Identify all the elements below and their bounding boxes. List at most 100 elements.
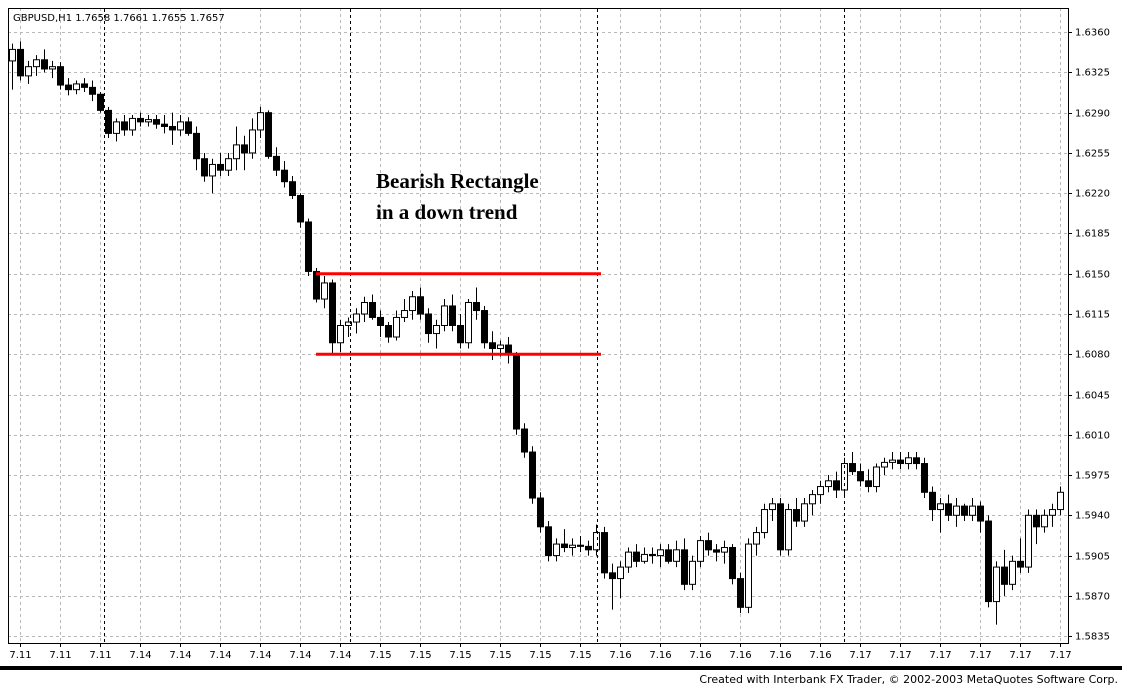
candle-body xyxy=(1057,491,1064,511)
y-tick-label: 1.6115 xyxy=(1075,310,1110,321)
candle-body xyxy=(89,86,96,95)
candle-body xyxy=(993,566,1000,603)
candle-body xyxy=(545,526,552,557)
candle-body xyxy=(193,132,200,160)
x-tick-label: 7.15 xyxy=(489,650,511,661)
candle-body xyxy=(25,66,32,77)
candle-body xyxy=(1041,514,1048,528)
x-tick-label: 7.17 xyxy=(889,650,911,661)
chart-title: GBPUSD,H1 1.7658 1.7661 1.7655 1.7657 xyxy=(13,13,225,24)
candle-body xyxy=(49,66,56,70)
candle-body xyxy=(617,566,624,580)
candle-body xyxy=(737,578,744,608)
x-tick-label: 7.16 xyxy=(609,650,631,661)
candle-body xyxy=(209,163,216,177)
x-tick-label: 7.15 xyxy=(409,650,431,661)
candle-body xyxy=(913,457,920,465)
candle-body xyxy=(729,547,736,580)
candle-body xyxy=(689,560,696,585)
y-tick-label: 1.6220 xyxy=(1075,189,1110,200)
candle-body xyxy=(945,503,952,516)
candle-body xyxy=(201,158,208,177)
candle-body xyxy=(937,503,944,511)
x-tick-label: 7.17 xyxy=(1009,650,1031,661)
candle-body xyxy=(801,503,808,522)
day-separators xyxy=(104,9,845,643)
plot-border xyxy=(8,8,1069,644)
candle-body xyxy=(113,121,120,134)
candle-body xyxy=(401,310,408,318)
candle-body xyxy=(601,532,608,574)
x-tick-label: 7.15 xyxy=(449,650,471,661)
candle-body xyxy=(1025,514,1032,568)
candle-body xyxy=(121,121,128,131)
candle-body xyxy=(249,129,256,154)
candle-body xyxy=(337,325,344,344)
candle-body xyxy=(833,480,840,491)
candle-body xyxy=(481,310,488,344)
y-tick-label: 1.5905 xyxy=(1075,552,1110,563)
candle-body xyxy=(785,509,792,551)
candle-body xyxy=(561,543,568,549)
x-tick-label: 7.17 xyxy=(849,650,871,661)
candle-body xyxy=(889,459,896,463)
candle-body xyxy=(497,344,504,350)
y-tick-label: 1.6325 xyxy=(1075,68,1110,79)
candle-body xyxy=(369,301,376,318)
candle-body xyxy=(857,471,864,482)
candle-body xyxy=(321,282,328,300)
x-tick-label: 7.11 xyxy=(9,650,31,661)
candle-body xyxy=(73,83,80,91)
candle-body xyxy=(489,342,496,350)
x-tick-label: 7.16 xyxy=(769,650,791,661)
x-tick-label: 7.14 xyxy=(289,650,311,661)
candle-body xyxy=(641,553,648,562)
candle-body xyxy=(1001,566,1008,585)
candle-body xyxy=(609,572,616,580)
candle-body xyxy=(577,544,584,547)
candle-body xyxy=(537,497,544,528)
candle-body xyxy=(713,549,720,553)
candle-body xyxy=(1009,560,1016,585)
y-tick-label: 1.6360 xyxy=(1075,28,1110,39)
candle-body xyxy=(241,144,248,154)
candle-body xyxy=(569,544,576,549)
candle-body xyxy=(449,305,456,327)
candle-body xyxy=(377,316,384,326)
candle-body xyxy=(969,505,976,516)
x-tick-label: 7.11 xyxy=(89,650,111,661)
candle-body xyxy=(929,491,936,511)
candle-body xyxy=(137,117,144,123)
candle-body xyxy=(33,59,40,68)
candle-body xyxy=(513,353,520,430)
candle-body xyxy=(721,547,728,553)
candle-body xyxy=(329,282,336,344)
candle-body xyxy=(9,48,16,62)
y-tick-label: 1.6045 xyxy=(1075,391,1110,402)
x-tick-label: 7.11 xyxy=(49,650,71,661)
footer-rule xyxy=(0,666,1122,670)
candle-body xyxy=(953,505,960,516)
candles xyxy=(9,41,1064,625)
x-tick-label: 7.14 xyxy=(249,650,271,661)
candle-body xyxy=(769,503,776,511)
candle-body xyxy=(825,480,832,488)
candle-body xyxy=(233,144,240,160)
candle-body xyxy=(809,494,816,505)
candle-body xyxy=(961,505,968,516)
candle-body xyxy=(305,221,312,272)
candle-body xyxy=(633,551,640,562)
candle-body xyxy=(265,112,272,157)
candle-body xyxy=(705,540,712,551)
annotation: Bearish Rectangle xyxy=(376,169,539,193)
candle-body xyxy=(281,169,288,183)
candle-body xyxy=(921,463,928,493)
y-tick-label: 1.5975 xyxy=(1075,471,1110,482)
candle-body xyxy=(345,321,352,327)
candle-body xyxy=(105,109,112,134)
x-tick-label: 7.14 xyxy=(329,650,351,661)
candle-body xyxy=(745,543,752,608)
x-tick-label: 7.14 xyxy=(129,650,151,661)
candle-body xyxy=(161,123,168,127)
